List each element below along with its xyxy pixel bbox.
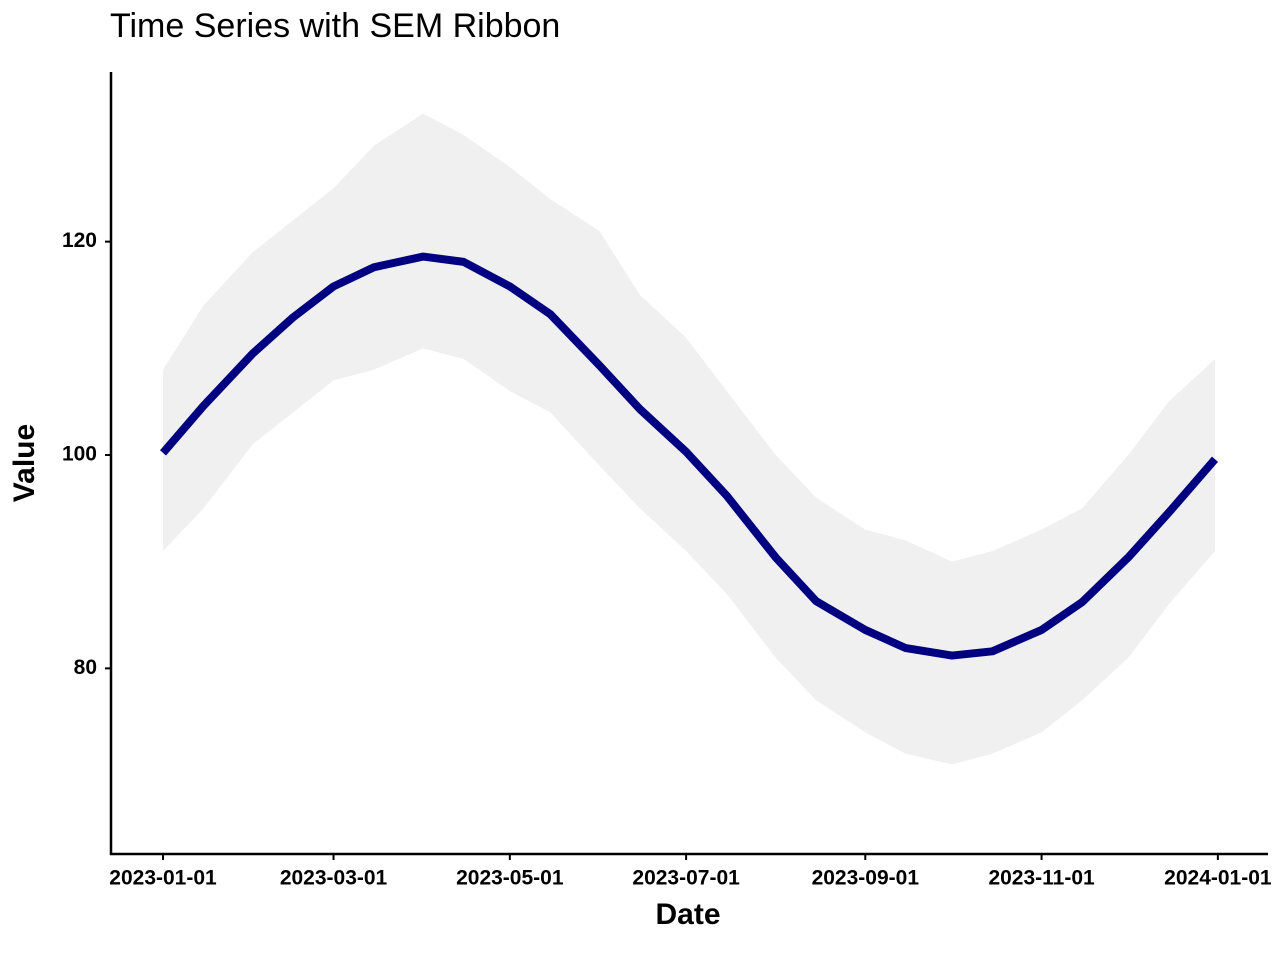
y-tick-label: 100 <box>62 443 97 466</box>
plot-area <box>159 113 1219 765</box>
x-tick-label: 2023-11-01 <box>988 867 1095 890</box>
x-tick-label: 2023-09-01 <box>812 867 920 890</box>
chart-title: Time Series with SEM Ribbon <box>110 7 560 45</box>
mean-line <box>159 252 1219 660</box>
y-axis-label: Value <box>8 424 41 502</box>
y-tick-label: 120 <box>62 229 97 252</box>
x-tick-label: 2023-01-01 <box>109 867 217 890</box>
x-tick-label: 2023-07-01 <box>632 867 740 890</box>
y-tick-label: 80 <box>74 656 97 679</box>
x-tick-label: 2024-01-01 <box>1164 867 1272 890</box>
x-tick-label: 2023-03-01 <box>280 867 388 890</box>
x-axis-label: Date <box>655 898 720 931</box>
x-tick-label: 2023-05-01 <box>456 867 564 890</box>
sem-ribbon <box>163 113 1215 765</box>
